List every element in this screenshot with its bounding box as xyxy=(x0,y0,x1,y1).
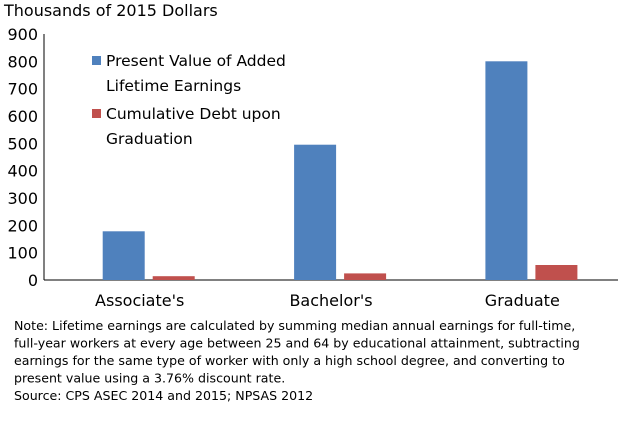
y-tick-label: 700 xyxy=(7,80,38,99)
bar-earnings xyxy=(294,144,337,280)
y-tick-label: 800 xyxy=(7,52,38,71)
y-tick-label: 200 xyxy=(7,216,38,235)
y-tick-label: 500 xyxy=(7,134,38,153)
legend-label: Graduation xyxy=(106,130,193,148)
bar-earnings xyxy=(485,61,528,280)
y-axis-unit-label: Thousands of 2015 Dollars xyxy=(3,1,218,20)
y-tick-label: 100 xyxy=(7,244,38,263)
y-tick-label: 400 xyxy=(7,162,38,181)
footnote-line: present value using a 3.76% discount rat… xyxy=(14,371,285,386)
footnote-line: earnings for the same type of worker wit… xyxy=(14,353,565,368)
bar-debt xyxy=(344,273,387,280)
x-tick-label: Bachelor's xyxy=(289,291,372,310)
legend-label: Lifetime Earnings xyxy=(106,77,241,95)
source-line: Source: CPS ASEC 2014 and 2015; NPSAS 20… xyxy=(14,388,313,403)
legend: Present Value of Added Lifetime Earnings C… xyxy=(92,52,286,148)
x-tick-label: Associate's xyxy=(95,291,184,310)
y-tick-label: 900 xyxy=(7,25,38,44)
footnote: Note: Lifetime earnings are calculated b… xyxy=(14,318,580,403)
legend-label: Present Value of Added xyxy=(106,52,286,70)
x-tick-label: Graduate xyxy=(485,291,560,310)
bar-debt xyxy=(152,276,195,280)
y-tick-label: 600 xyxy=(7,107,38,126)
footnote-line: full-year workers at every age between 2… xyxy=(14,336,580,351)
y-tick-label: 0 xyxy=(28,271,38,290)
bar-earnings xyxy=(102,231,145,280)
legend-swatch-debt xyxy=(92,109,101,118)
bars xyxy=(102,61,578,280)
y-axis-ticks: 0 100 200 300 400 500 600 700 800 900 xyxy=(7,25,38,290)
x-axis-category-labels: Associate's Bachelor's Graduate xyxy=(95,291,560,310)
legend-label: Cumulative Debt upon xyxy=(106,105,281,123)
bar-debt xyxy=(535,265,578,280)
legend-swatch-earnings xyxy=(92,56,101,65)
footnote-line: Note: Lifetime earnings are calculated b… xyxy=(14,318,575,333)
y-tick-label: 300 xyxy=(7,189,38,208)
